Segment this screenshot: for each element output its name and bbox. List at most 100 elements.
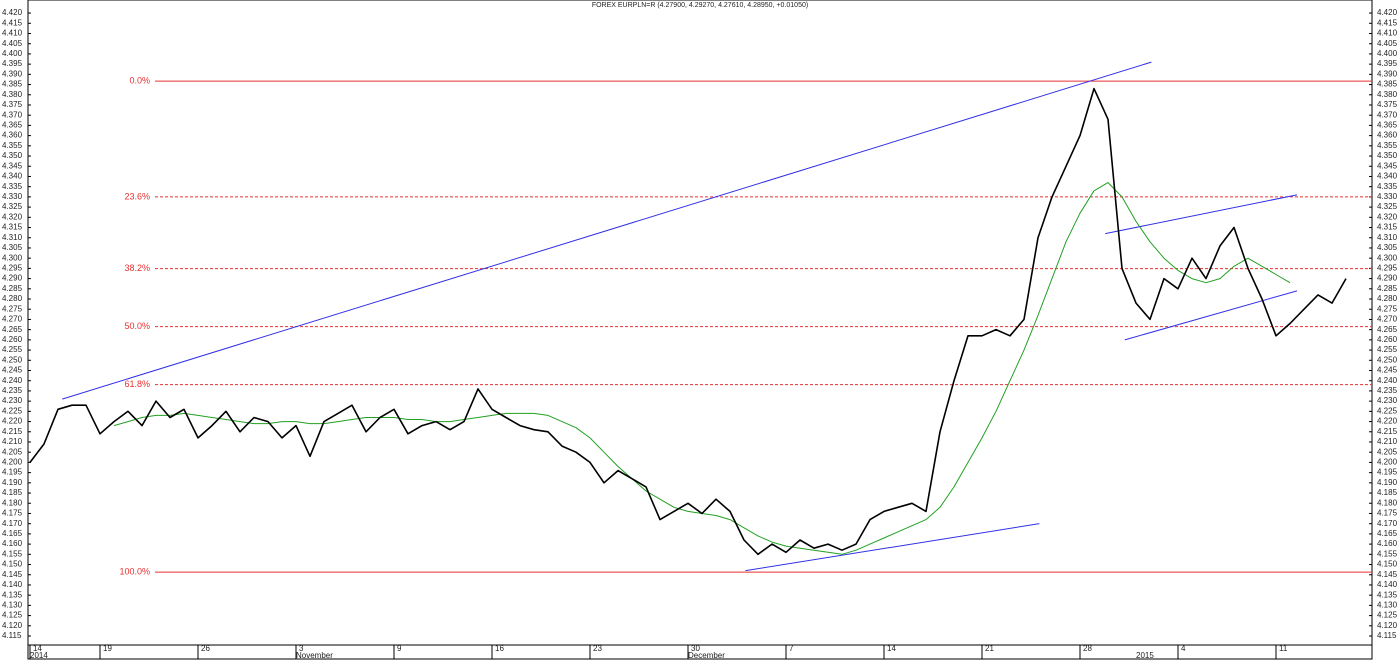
y-tick-label: 4.305 bbox=[2, 243, 23, 252]
y-tick-label: 4.350 bbox=[2, 151, 23, 160]
y-tick-label: 4.360 bbox=[2, 131, 23, 140]
y-tick-label: 4.225 bbox=[2, 406, 23, 415]
fib-label: 100.0% bbox=[119, 566, 150, 576]
y-tick-label: 4.180 bbox=[2, 498, 23, 507]
y-tick-label: 4.320 bbox=[1377, 212, 1398, 221]
y-tick-label: 4.135 bbox=[2, 590, 23, 599]
y-tick-label: 4.265 bbox=[1377, 325, 1398, 334]
y-tick-label: 4.380 bbox=[1377, 90, 1398, 99]
x-tick-label: 14 bbox=[33, 644, 42, 653]
y-tick-label: 4.270 bbox=[2, 315, 23, 324]
chart-title: FOREX EURPLN=R (4.27900, 4.29270, 4.2761… bbox=[592, 2, 808, 9]
y-tick-label: 4.155 bbox=[2, 549, 23, 558]
y-tick-label: 4.150 bbox=[2, 560, 23, 569]
y-tick-label: 4.210 bbox=[1377, 437, 1398, 446]
y-tick-label: 4.405 bbox=[1377, 39, 1398, 48]
y-tick-label: 4.180 bbox=[1377, 498, 1398, 507]
month-label: 2014 bbox=[30, 651, 48, 660]
plot-frame bbox=[27, 0, 1373, 646]
y-tick-label: 4.190 bbox=[2, 478, 23, 487]
y-tick-label: 4.245 bbox=[2, 366, 23, 375]
y-tick-label: 4.125 bbox=[2, 611, 23, 620]
y-tick-label: 4.275 bbox=[1377, 304, 1398, 313]
y-tick-label: 4.410 bbox=[2, 29, 23, 38]
month-label: December bbox=[688, 651, 725, 660]
y-tick-label: 4.175 bbox=[2, 509, 23, 518]
y-tick-label: 4.335 bbox=[2, 182, 23, 191]
y-tick-label: 4.260 bbox=[2, 335, 23, 344]
y-tick-label: 4.290 bbox=[1377, 274, 1398, 283]
y-tick-label: 4.200 bbox=[1377, 458, 1398, 467]
fib-label: 23.6% bbox=[124, 191, 150, 201]
y-tick-label: 4.285 bbox=[2, 284, 23, 293]
y-tick-label: 4.170 bbox=[2, 519, 23, 528]
fib-label: 61.8% bbox=[124, 379, 150, 389]
y-tick-label: 4.395 bbox=[2, 59, 23, 68]
y-tick-label: 4.255 bbox=[1377, 345, 1398, 354]
y-tick-label: 4.380 bbox=[2, 90, 23, 99]
trendline bbox=[1105, 194, 1298, 235]
y-tick-label: 4.140 bbox=[2, 580, 23, 589]
y-tick-label: 4.200 bbox=[2, 458, 23, 467]
month-label: 2015 bbox=[1136, 651, 1154, 660]
y-tick-label: 4.400 bbox=[2, 49, 23, 58]
y-tick-label: 4.315 bbox=[2, 223, 23, 232]
y-tick-label: 4.305 bbox=[1377, 243, 1398, 252]
y-tick-label: 4.300 bbox=[1377, 253, 1398, 262]
y-tick-label: 4.210 bbox=[2, 437, 23, 446]
fib-label: 0.0% bbox=[129, 75, 150, 85]
y-tick-label: 4.310 bbox=[1377, 233, 1398, 242]
y-tick-label: 4.415 bbox=[1377, 18, 1398, 27]
y-tick-label: 4.290 bbox=[2, 274, 23, 283]
x-tick-label: 7 bbox=[789, 644, 794, 653]
y-tick-label: 4.345 bbox=[1377, 161, 1398, 170]
y-tick-label: 4.250 bbox=[2, 355, 23, 364]
y-tick-label: 4.325 bbox=[2, 202, 23, 211]
y-tick-label: 4.385 bbox=[2, 80, 23, 89]
y-tick-label: 4.280 bbox=[1377, 294, 1398, 303]
y-tick-label: 4.390 bbox=[2, 69, 23, 78]
trendline bbox=[745, 523, 1040, 572]
y-tick-label: 4.135 bbox=[1377, 590, 1398, 599]
y-tick-label: 4.150 bbox=[1377, 560, 1398, 569]
y-tick-label: 4.420 bbox=[2, 8, 23, 17]
y-tick-label: 4.235 bbox=[1377, 386, 1398, 395]
y-tick-label: 4.395 bbox=[1377, 59, 1398, 68]
x-tick-label: 30 bbox=[691, 644, 700, 653]
y-tick-label: 4.335 bbox=[1377, 182, 1398, 191]
y-tick-label: 4.370 bbox=[1377, 110, 1398, 119]
y-tick-label: 4.230 bbox=[1377, 396, 1398, 405]
y-tick-label: 4.295 bbox=[1377, 263, 1398, 272]
y-tick-label: 4.160 bbox=[2, 539, 23, 548]
y-tick-label: 4.215 bbox=[1377, 427, 1398, 436]
x-tick-label: 26 bbox=[201, 644, 210, 653]
y-tick-label: 4.385 bbox=[1377, 80, 1398, 89]
y-tick-label: 4.300 bbox=[2, 253, 23, 262]
y-tick-label: 4.345 bbox=[2, 161, 23, 170]
y-tick-label: 4.415 bbox=[2, 18, 23, 27]
month-label: November bbox=[296, 651, 333, 660]
y-tick-label: 4.270 bbox=[1377, 315, 1398, 324]
y-tick-label: 4.175 bbox=[1377, 509, 1398, 518]
y-tick-label: 4.365 bbox=[1377, 121, 1398, 130]
y-tick-label: 4.130 bbox=[2, 600, 23, 609]
y-tick-label: 4.375 bbox=[1377, 100, 1398, 109]
y-tick-label: 4.230 bbox=[2, 396, 23, 405]
price-line bbox=[29, 87, 1347, 556]
y-tick-label: 4.365 bbox=[2, 121, 23, 130]
y-tick-label: 4.255 bbox=[2, 345, 23, 354]
y-tick-label: 4.420 bbox=[1377, 8, 1398, 17]
y-tick-label: 4.310 bbox=[2, 233, 23, 242]
y-tick-label: 4.220 bbox=[1377, 417, 1398, 426]
y-tick-label: 4.315 bbox=[1377, 223, 1398, 232]
x-tick-label: 14 bbox=[887, 644, 896, 653]
y-tick-label: 4.355 bbox=[2, 141, 23, 150]
x-tick-label: 9 bbox=[397, 644, 402, 653]
y-tick-label: 4.190 bbox=[1377, 478, 1398, 487]
fib-label: 38.2% bbox=[124, 263, 150, 273]
y-tick-label: 4.340 bbox=[2, 172, 23, 181]
y-tick-label: 4.160 bbox=[1377, 539, 1398, 548]
y-tick-label: 4.215 bbox=[2, 427, 23, 436]
y-tick-label: 4.375 bbox=[2, 100, 23, 109]
